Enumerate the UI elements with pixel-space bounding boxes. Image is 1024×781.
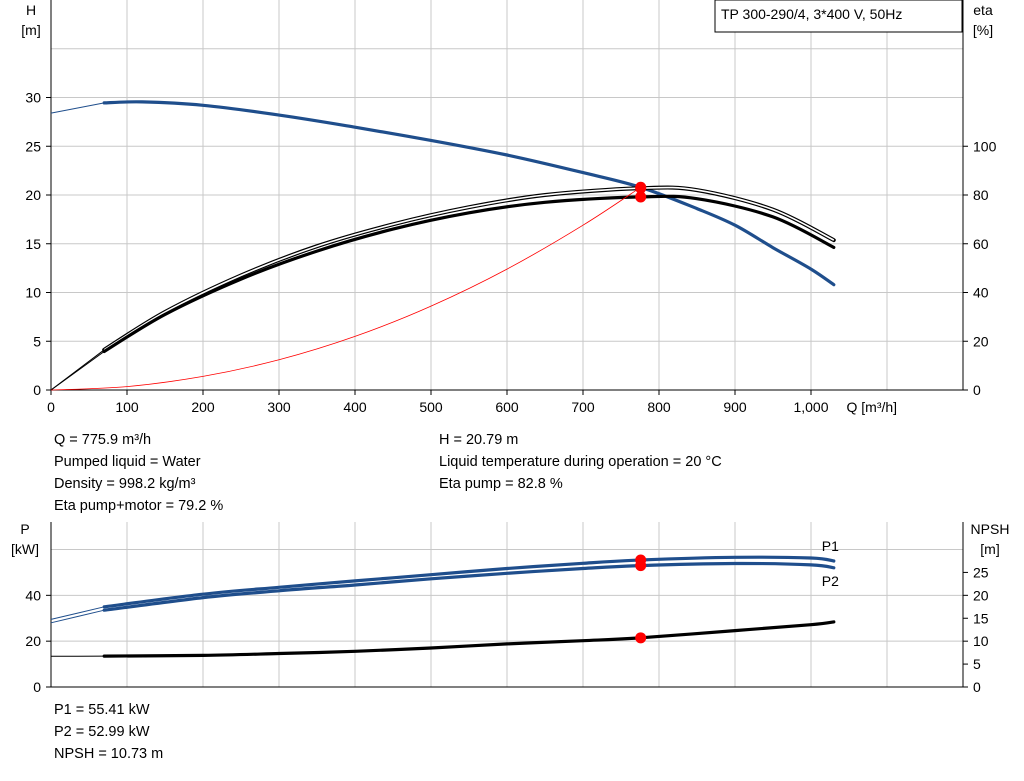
y-tick-label-left: 30	[25, 90, 41, 106]
operating-point-eta-pump	[635, 182, 647, 194]
y-tick-label-right: 100	[973, 138, 997, 154]
x-tick-label: 500	[419, 399, 443, 415]
x-axis-label: Q [m³/h]	[847, 399, 898, 415]
x-tick-label: 100	[115, 399, 139, 415]
eta-pump-motor-curve-extrapolated	[50, 351, 105, 391]
y-tick-label-right-bottom: 5	[973, 656, 981, 672]
y-tick-label-left: 0	[33, 382, 41, 398]
operating-point-npsh	[635, 632, 647, 644]
p2-curve	[102, 561, 836, 612]
y-tick-label-right: 80	[973, 187, 989, 203]
system-curve	[50, 186, 641, 391]
head-curve	[102, 100, 836, 287]
x-tick-label: 1,000	[793, 399, 828, 415]
x-tick-label: 900	[723, 399, 747, 415]
y-tick-label-left-bottom: 20	[25, 633, 41, 649]
y-axis-label-right-bottom: NPSH	[971, 521, 1010, 537]
x-tick-label: 200	[191, 399, 215, 415]
x-tick-label: 400	[343, 399, 367, 415]
series-label-p1: P1	[822, 538, 839, 554]
y-tick-label-right: 40	[973, 285, 989, 301]
info-bottom: P1 = 55.41 kW P2 = 52.99 kW NPSH = 10.73…	[54, 699, 163, 765]
legend-text: TP 300-290/4, 3*400 V, 50Hz	[721, 6, 902, 22]
p1-curve	[102, 555, 836, 609]
operating-point-eta-pump-motor	[635, 191, 647, 203]
y-tick-label-left: 10	[25, 285, 41, 301]
operating-point-p2	[635, 560, 647, 572]
head-curve-extrapolated	[50, 102, 105, 114]
y-tick-label-right-bottom: 25	[973, 564, 989, 580]
x-tick-label: 800	[647, 399, 671, 415]
y-axis-label-left: H	[26, 2, 36, 18]
info-head: H = 20.79 m	[439, 432, 519, 448]
y-axis-unit-left: [m]	[21, 22, 40, 38]
y-tick-label-left: 5	[33, 333, 41, 349]
info-pumped-liquid: Pumped liquid = Water	[54, 454, 201, 470]
npsh-curve	[102, 620, 836, 658]
y-tick-label-left: 25	[25, 138, 41, 154]
y-axis-unit-right-bottom: [m]	[980, 541, 999, 557]
x-tick-label: 700	[571, 399, 595, 415]
info-eta-pump: Eta pump = 82.8 %	[439, 476, 563, 492]
y-axis-unit-right: [%]	[973, 22, 993, 38]
y-tick-label-left: 20	[25, 187, 41, 203]
y-tick-label-left: 15	[25, 236, 41, 252]
x-tick-label: 0	[47, 399, 55, 415]
y-tick-label-right: 20	[973, 333, 989, 349]
series-label-p2: P2	[822, 573, 839, 589]
y-axis-unit-left-bottom: [kW]	[11, 541, 39, 557]
info-p1: P1 = 55.41 kW	[54, 702, 150, 718]
y-tick-label-right-bottom: 15	[973, 610, 989, 626]
y-tick-label-right-bottom: 0	[973, 679, 981, 695]
y-tick-label-right: 0	[973, 382, 981, 398]
p2-curve-extrapolated	[50, 609, 105, 624]
eta-pump-curve-core	[103, 186, 835, 351]
info-top-right: H = 20.79 m Liquid temperature during op…	[439, 429, 722, 495]
y-axis-label-left-bottom: P	[20, 521, 29, 537]
y-tick-label-left-bottom: 40	[25, 587, 41, 603]
info-eta-pump-motor: Eta pump+motor = 79.2 %	[54, 498, 224, 514]
y-tick-label-left-bottom: 0	[33, 679, 41, 695]
y-tick-label-right-bottom: 20	[973, 587, 989, 603]
info-top-left: Q = 775.9 m³/h Pumped liquid = Water Den…	[54, 429, 223, 517]
info-flow: Q = 775.9 m³/h	[54, 432, 152, 448]
info-p2: P2 = 52.99 kW	[54, 724, 150, 740]
info-density: Density = 998.2 kg/m³	[54, 476, 196, 492]
y-tick-label-right: 60	[973, 236, 989, 252]
x-tick-label: 300	[267, 399, 291, 415]
y-axis-label-right: eta	[973, 2, 993, 18]
info-liquid-temperature: Liquid temperature during operation = 20…	[439, 454, 722, 470]
p1-curve-extrapolated	[50, 606, 105, 620]
info-npsh: NPSH = 10.73 m	[54, 746, 164, 762]
x-tick-label: 600	[495, 399, 519, 415]
eta-pump-motor-curve	[102, 194, 836, 354]
y-tick-label-right-bottom: 10	[973, 633, 989, 649]
legend-box	[714, 0, 963, 33]
